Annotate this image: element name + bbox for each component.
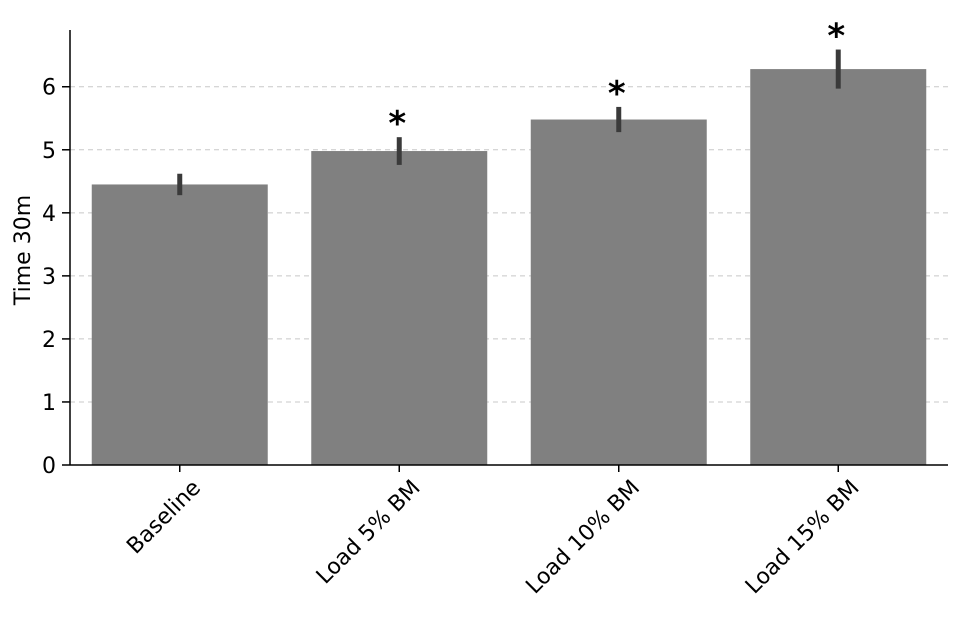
y-tick-label: 3 [42, 265, 56, 290]
bar [530, 119, 707, 466]
significance-marker: * [827, 17, 845, 57]
bar [91, 184, 268, 465]
significance-marker: * [388, 104, 406, 144]
axes [62, 30, 948, 472]
y-tick-label: 1 [42, 391, 56, 416]
x-tick-label: Load 15% BM [741, 476, 865, 600]
x-tick-label: Load 5% BM [312, 476, 426, 590]
y-tick-label: 2 [42, 328, 56, 353]
y-tick-label: 5 [42, 139, 56, 164]
y-tick-label: 6 [42, 76, 56, 101]
x-tick-label: Baseline [122, 476, 206, 560]
y-tick-label: 0 [42, 454, 56, 479]
x-tick-label: Load 10% BM [521, 476, 645, 600]
y-tick-label: 4 [42, 202, 56, 227]
bar [311, 151, 488, 466]
significance-marker: * [608, 74, 626, 114]
error-bars [177, 49, 841, 196]
bar [750, 69, 927, 465]
y-axis-title: Time 30m [11, 195, 36, 306]
bars [91, 69, 927, 466]
